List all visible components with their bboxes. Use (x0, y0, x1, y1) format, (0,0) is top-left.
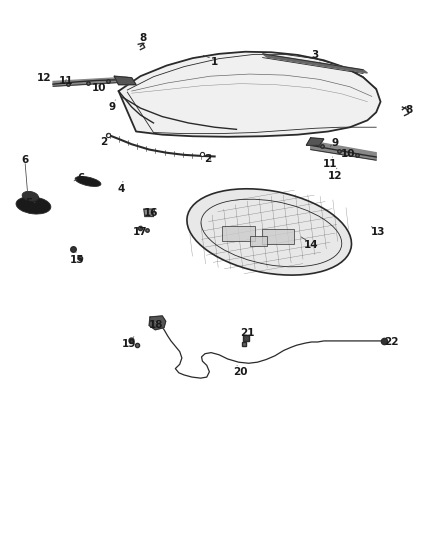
Text: 8: 8 (139, 33, 146, 43)
Text: 10: 10 (341, 149, 355, 159)
Text: 9: 9 (109, 102, 116, 112)
Text: 5: 5 (25, 198, 33, 208)
Text: 15: 15 (70, 255, 85, 265)
FancyBboxPatch shape (222, 226, 255, 241)
Text: 4: 4 (117, 184, 124, 195)
Text: 22: 22 (384, 337, 399, 347)
Polygon shape (114, 76, 136, 85)
Polygon shape (311, 141, 376, 160)
Polygon shape (144, 209, 154, 216)
Text: 12: 12 (37, 73, 52, 83)
FancyBboxPatch shape (261, 229, 294, 244)
Polygon shape (263, 54, 367, 73)
Text: 13: 13 (371, 227, 385, 237)
Polygon shape (119, 52, 381, 137)
Ellipse shape (16, 197, 51, 214)
Polygon shape (306, 138, 324, 146)
Text: 3: 3 (311, 51, 319, 60)
Text: 6: 6 (78, 173, 85, 183)
FancyBboxPatch shape (250, 236, 267, 246)
Ellipse shape (22, 191, 39, 201)
Text: 1: 1 (211, 57, 218, 67)
Text: 2: 2 (205, 154, 212, 164)
Text: 17: 17 (133, 227, 148, 237)
Polygon shape (149, 316, 166, 330)
Text: 9: 9 (331, 138, 338, 148)
Text: 14: 14 (304, 240, 318, 250)
Ellipse shape (75, 176, 101, 187)
Text: 11: 11 (323, 159, 338, 169)
Text: 6: 6 (21, 155, 28, 165)
Polygon shape (53, 77, 127, 86)
Text: 8: 8 (405, 104, 413, 115)
Text: 11: 11 (59, 77, 74, 86)
Text: 12: 12 (328, 171, 342, 181)
Text: 18: 18 (148, 320, 163, 330)
Ellipse shape (187, 189, 351, 275)
Text: 21: 21 (240, 328, 254, 338)
Text: 16: 16 (144, 208, 159, 219)
Text: 10: 10 (92, 83, 106, 93)
Text: 2: 2 (100, 136, 107, 147)
Text: 19: 19 (122, 338, 137, 349)
Text: 20: 20 (233, 367, 248, 377)
